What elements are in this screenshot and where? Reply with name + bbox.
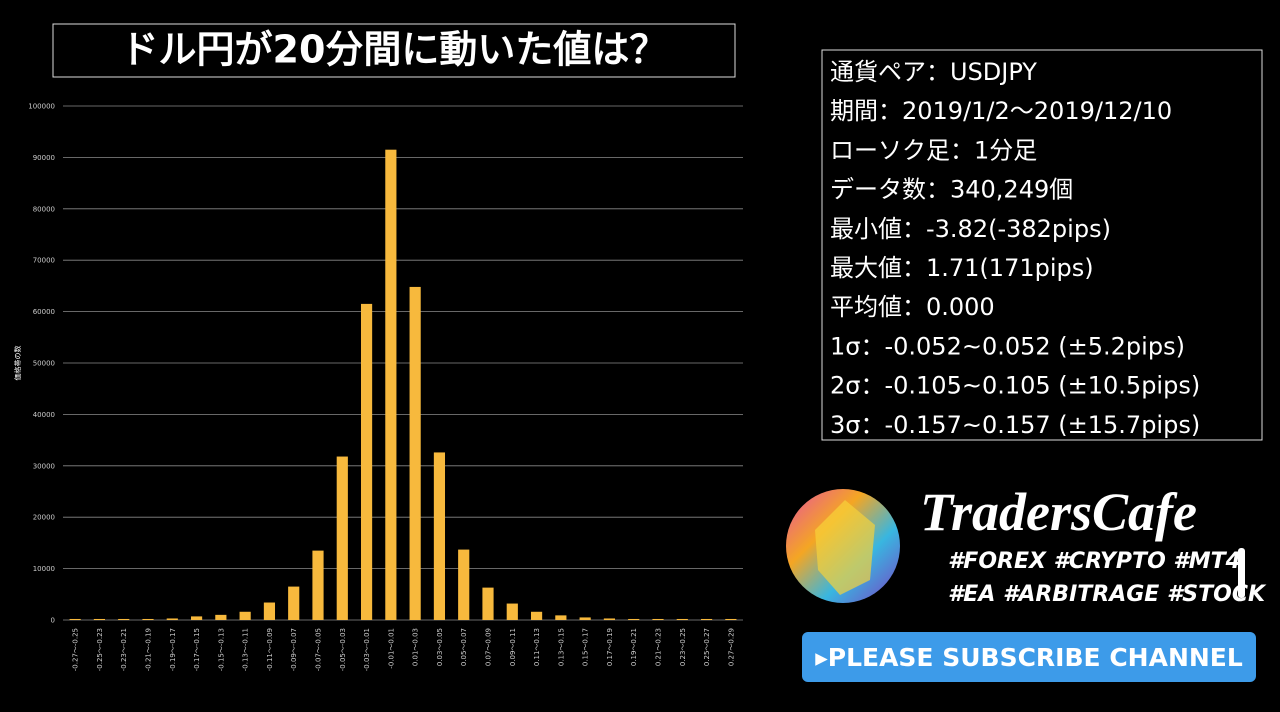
bar — [190, 616, 203, 620]
info-line: 平均値：0.000 — [830, 293, 995, 321]
brand-tags: #FOREX #CRYPTO #MT4 — [948, 549, 1241, 574]
bar — [458, 549, 470, 620]
info-line: データ数：340,249個 — [830, 176, 1073, 204]
bar — [93, 618, 106, 620]
info-line: 3σ：-0.157~0.157 (±15.7pips) — [830, 411, 1200, 439]
y-tick-label: 80000 — [33, 205, 55, 213]
bar — [530, 611, 543, 620]
x-tick-label: 0.13～0.15 — [557, 628, 565, 666]
bar — [676, 618, 688, 620]
bar — [700, 618, 713, 620]
x-tick-label: 0.23～0.25 — [679, 628, 687, 666]
title-box — [52, 23, 736, 78]
info-line: ローソク足：1分足 — [830, 136, 1037, 164]
info-box — [821, 49, 1263, 441]
bar — [433, 452, 446, 620]
y-tick-label: 0 — [51, 617, 55, 625]
x-tick-label: 0.19～0.21 — [630, 628, 638, 666]
y-axis-label: 価格帯の数 — [13, 346, 22, 381]
x-tick-label: -0.09～-0.07 — [290, 628, 298, 671]
info-line: 期間：2019/1/2～2019/12/10 — [830, 97, 1172, 125]
bar — [725, 618, 737, 620]
bar — [263, 602, 276, 620]
x-tick-label: -0.13～-0.11 — [242, 628, 250, 671]
info-line: 2σ：-0.105~0.105 (±10.5pips) — [830, 372, 1200, 400]
x-tick-label: -0.07～-0.05 — [315, 628, 323, 671]
y-tick-label: 40000 — [33, 411, 55, 419]
cactus — [1238, 548, 1245, 598]
bar — [555, 615, 567, 620]
x-tick-label: 0.11～0.13 — [533, 628, 541, 666]
lion-face — [815, 500, 875, 595]
x-tick-label: 0.05～0.07 — [460, 628, 468, 666]
x-tick-label: 0.07～0.09 — [485, 628, 493, 666]
bar — [336, 456, 348, 620]
bar — [312, 550, 324, 620]
bar — [142, 618, 154, 620]
x-tick-label: -0.27～-0.25 — [72, 628, 80, 671]
info-line: 最小値：-3.82(-382pips) — [830, 215, 1111, 243]
bar — [215, 614, 227, 620]
brand-name: TradersCafe — [920, 482, 1197, 542]
x-tick-label: -0.23～-0.21 — [120, 628, 128, 671]
y-tick-label: 70000 — [33, 257, 55, 265]
bar — [603, 618, 616, 620]
x-tick-label: -0.21～-0.19 — [145, 628, 153, 671]
x-tick-label: -0.19～-0.17 — [169, 628, 177, 671]
bar — [118, 618, 130, 620]
chart-title: ドル円が20分間に動いた値は？ — [121, 28, 668, 72]
y-tick-label: 10000 — [33, 565, 55, 573]
bar — [239, 611, 251, 620]
bar — [288, 586, 300, 620]
subscribe-button[interactable] — [802, 632, 1256, 682]
subscribe-text[interactable]: ▸PLEASE SUBSCRIBE CHANNEL — [815, 643, 1243, 672]
info-line: 通貨ペア：USDJPY — [830, 58, 1037, 86]
x-tick-label: 0.27～0.29 — [727, 628, 735, 666]
bar — [409, 286, 421, 620]
info-line: 1σ：-0.052~0.052 (±5.2pips) — [830, 332, 1185, 360]
y-tick-label: 20000 — [33, 514, 55, 522]
bar — [628, 618, 640, 620]
y-tick-label: 50000 — [33, 360, 55, 368]
x-tick-label: 0.03～0.05 — [436, 628, 444, 666]
y-tick-label: 100000 — [28, 103, 55, 111]
y-tick-label: 30000 — [33, 462, 55, 470]
y-tick-label: 90000 — [33, 154, 55, 162]
bar — [579, 617, 591, 620]
bar — [482, 587, 494, 620]
x-tick-label: -0.17～-0.15 — [193, 628, 201, 671]
bar — [69, 618, 81, 620]
bar — [652, 618, 664, 620]
y-tick-label: 60000 — [33, 308, 55, 316]
bar — [506, 603, 518, 620]
info-line: 最大値：1.71(171pips) — [830, 254, 1094, 282]
x-tick-label: -0.25～-0.23 — [96, 628, 104, 671]
brand-tags: #EA #ARBITRAGE #STOCK — [948, 582, 1267, 607]
x-tick-label: 0.21～0.23 — [655, 628, 663, 666]
x-tick-label: -0.11～-0.09 — [266, 628, 274, 671]
bar — [385, 149, 397, 620]
bar — [360, 303, 373, 620]
x-tick-label: 0.17～0.19 — [606, 628, 614, 666]
x-tick-label: 0.25～0.27 — [703, 628, 711, 666]
x-tick-label: -0.01～0.01 — [387, 628, 395, 669]
x-tick-label: -0.15～-0.13 — [217, 628, 225, 671]
x-tick-label: -0.03～-0.01 — [363, 628, 371, 671]
x-tick-label: 0.15～0.17 — [582, 628, 590, 666]
bar — [166, 618, 178, 620]
x-tick-label: -0.05～-0.03 — [339, 628, 347, 671]
x-tick-label: 0.01～0.03 — [412, 628, 420, 666]
x-tick-label: 0.09～0.11 — [509, 628, 517, 666]
